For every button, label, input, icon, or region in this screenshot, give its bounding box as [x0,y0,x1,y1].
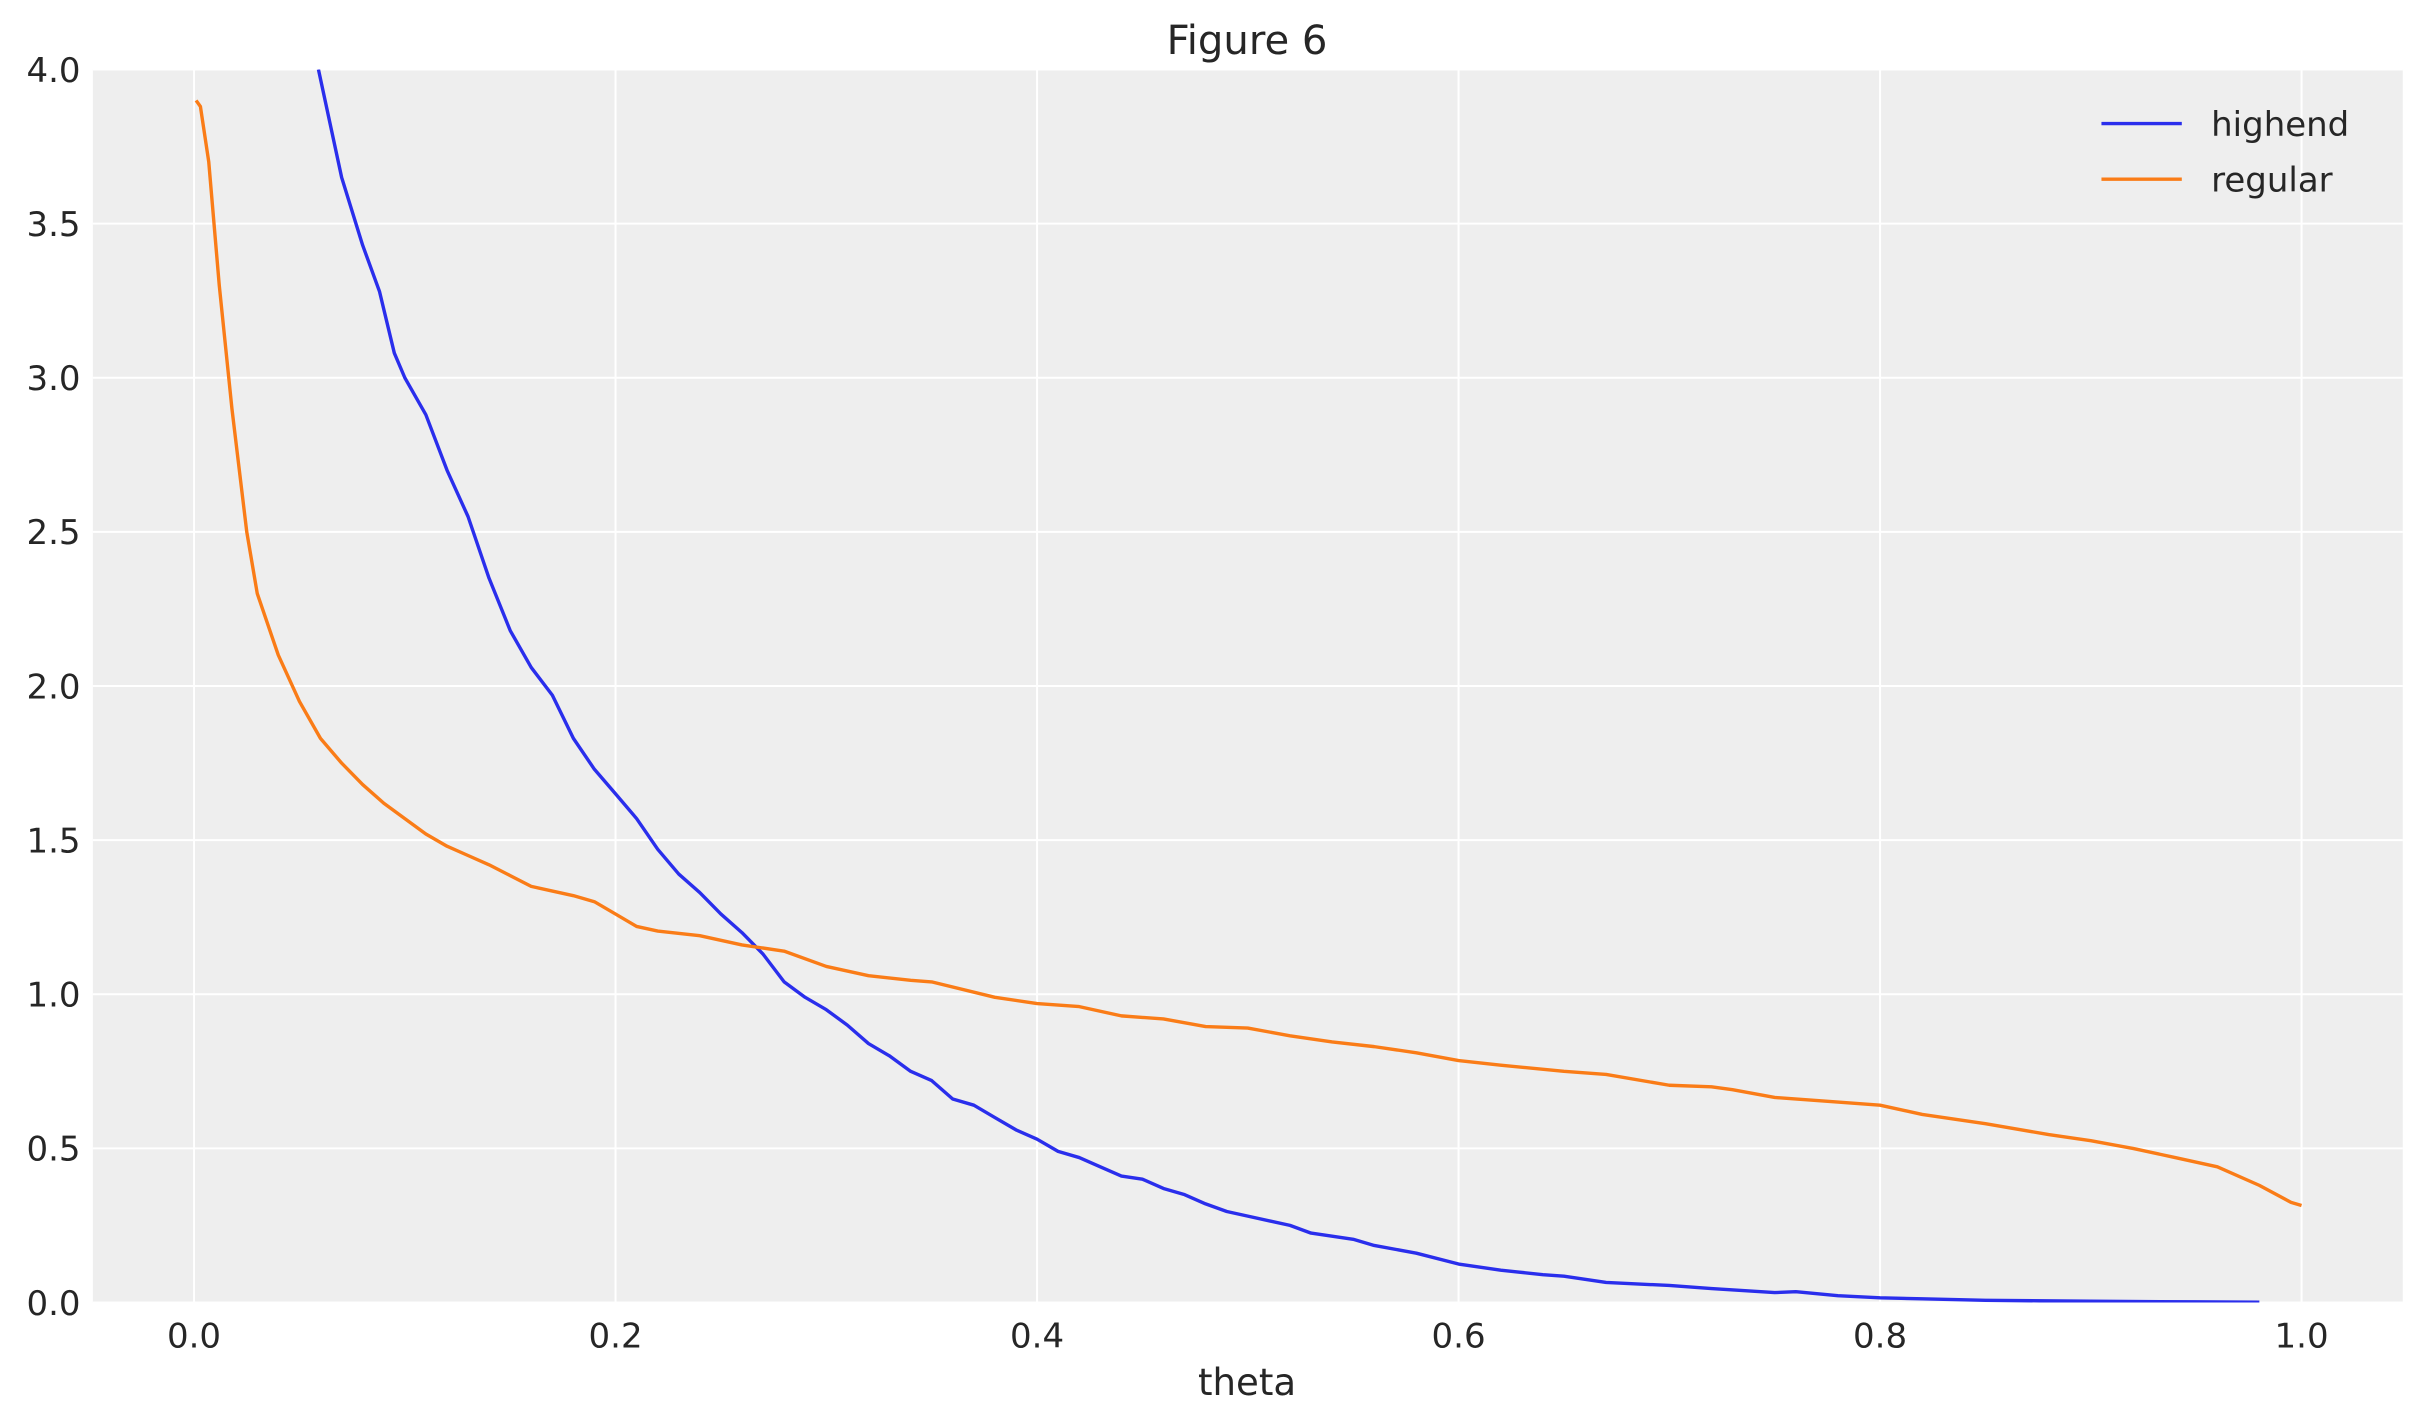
x-tick-label: 0.2 [589,1316,643,1356]
legend: highend regular [2101,105,2349,201]
y-tick-label: 0.0 [26,1284,80,1324]
legend-label-regular: regular [2211,161,2333,201]
x-tick-label: 0.8 [1853,1316,1907,1356]
x-tick-label: 0.4 [1010,1316,1064,1356]
legend-label-highend: highend [2211,105,2349,145]
series-line-regular [194,99,2303,1208]
y-tick-label: 3.5 [26,205,80,245]
y-tick-label: 0.5 [26,1130,80,1170]
grid [92,68,2403,1304]
x-tick-label: 0.0 [167,1316,221,1356]
x-axis: 0.0 0.2 0.4 0.6 0.8 1.0 [167,1316,2329,1356]
y-tick-label: 3.0 [26,359,80,399]
x-tick-label: 1.0 [2275,1316,2329,1356]
chart-title: Figure 6 [1167,18,1328,64]
x-axis-label: theta [1198,1361,1296,1404]
y-tick-label: 2.0 [26,667,80,707]
x-tick-label: 0.6 [1432,1316,1486,1356]
y-tick-label: 4.0 [26,51,80,91]
y-tick-label: 1.0 [26,976,80,1016]
y-tick-label: 2.5 [26,513,80,553]
y-axis: 0.0 0.5 1.0 1.5 2.0 2.5 3.0 3.5 4.0 [26,51,80,1324]
series-line-highend [316,69,2260,1303]
y-tick-label: 1.5 [26,821,80,861]
